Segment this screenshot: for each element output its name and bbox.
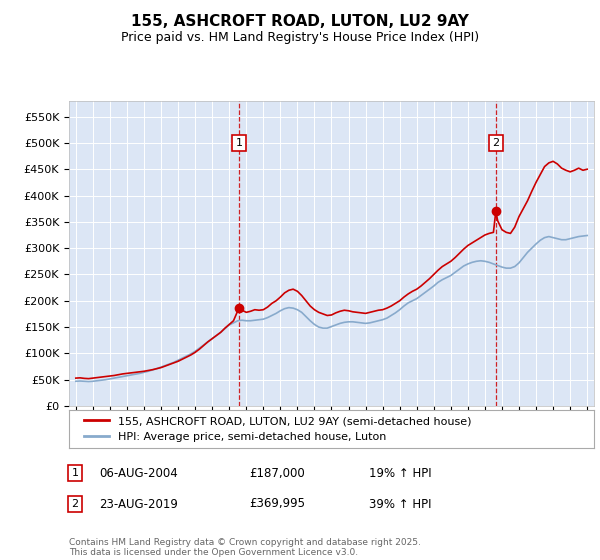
Text: £187,000: £187,000 <box>249 466 305 480</box>
Text: 2: 2 <box>71 499 79 509</box>
Text: 1: 1 <box>71 468 79 478</box>
Text: Contains HM Land Registry data © Crown copyright and database right 2025.
This d: Contains HM Land Registry data © Crown c… <box>69 538 421 557</box>
Text: £369,995: £369,995 <box>249 497 305 511</box>
Text: 23-AUG-2019: 23-AUG-2019 <box>99 497 178 511</box>
Text: 06-AUG-2004: 06-AUG-2004 <box>99 466 178 480</box>
Legend: 155, ASHCROFT ROAD, LUTON, LU2 9AY (semi-detached house), HPI: Average price, se: 155, ASHCROFT ROAD, LUTON, LU2 9AY (semi… <box>80 412 476 446</box>
Text: 2: 2 <box>492 138 499 148</box>
Text: Price paid vs. HM Land Registry's House Price Index (HPI): Price paid vs. HM Land Registry's House … <box>121 31 479 44</box>
Text: 155, ASHCROFT ROAD, LUTON, LU2 9AY: 155, ASHCROFT ROAD, LUTON, LU2 9AY <box>131 14 469 29</box>
Text: 39% ↑ HPI: 39% ↑ HPI <box>369 497 431 511</box>
Text: 19% ↑ HPI: 19% ↑ HPI <box>369 466 431 480</box>
Text: 1: 1 <box>236 138 242 148</box>
